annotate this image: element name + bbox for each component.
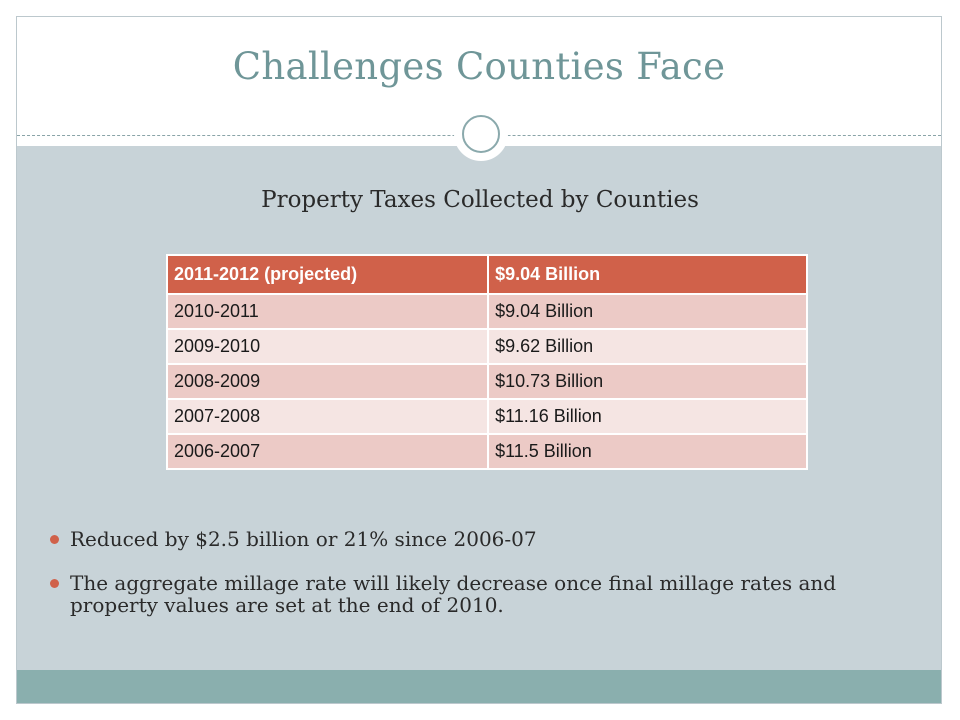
table-row: 2009-2010 $9.62 Billion: [165, 328, 808, 365]
table-row: 2010-2011 $9.04 Billion: [165, 293, 808, 330]
slide-title: Challenges Counties Face: [232, 45, 726, 88]
table-cell-amount: $11.5 Billion: [487, 433, 808, 470]
table-row: 2008-2009 $10.73 Billion: [165, 363, 808, 400]
bullet-text: Reduced by $2.5 billion or 21% since 200…: [70, 527, 537, 551]
bullet-text: The aggregate millage rate will likely d…: [70, 571, 837, 617]
table-cell-amount: $9.04 Billion: [487, 293, 808, 330]
table-cell-year: 2006-2007: [165, 433, 490, 470]
table-cell-amount: $10.73 Billion: [487, 363, 808, 400]
table-caption: Property Taxes Collected by Counties: [261, 187, 699, 213]
table-cell-amount: $11.16 Billion: [487, 398, 808, 435]
property-tax-table: 2011-2012 (projected) $9.04 Billion 2010…: [165, 254, 808, 470]
table-cell-year: 2007-2008: [165, 398, 490, 435]
table-cell-year: 2010-2011: [165, 293, 490, 330]
bullet-list: Reduced by $2.5 billion or 21% since 200…: [50, 528, 910, 638]
table-header-row: 2011-2012 (projected) $9.04 Billion: [165, 254, 808, 295]
bullet-item: Reduced by $2.5 billion or 21% since 200…: [50, 528, 910, 550]
divider-circle-icon: [454, 107, 508, 161]
table-cell-amount: $9.62 Billion: [487, 328, 808, 365]
table-row: 2007-2008 $11.16 Billion: [165, 398, 808, 435]
bullet-item: The aggregate millage rate will likely d…: [50, 572, 910, 616]
footer-bar: [17, 670, 941, 703]
divider-circle-ring: [462, 115, 500, 153]
table-header-cell: 2011-2012 (projected): [165, 254, 490, 295]
table-cell-year: 2009-2010: [165, 328, 490, 365]
table-row: 2006-2007 $11.5 Billion: [165, 433, 808, 470]
bullet-dot-icon: [50, 535, 59, 544]
table-header-cell: $9.04 Billion: [487, 254, 808, 295]
bullet-dot-icon: [50, 579, 59, 588]
table-cell-year: 2008-2009: [165, 363, 490, 400]
